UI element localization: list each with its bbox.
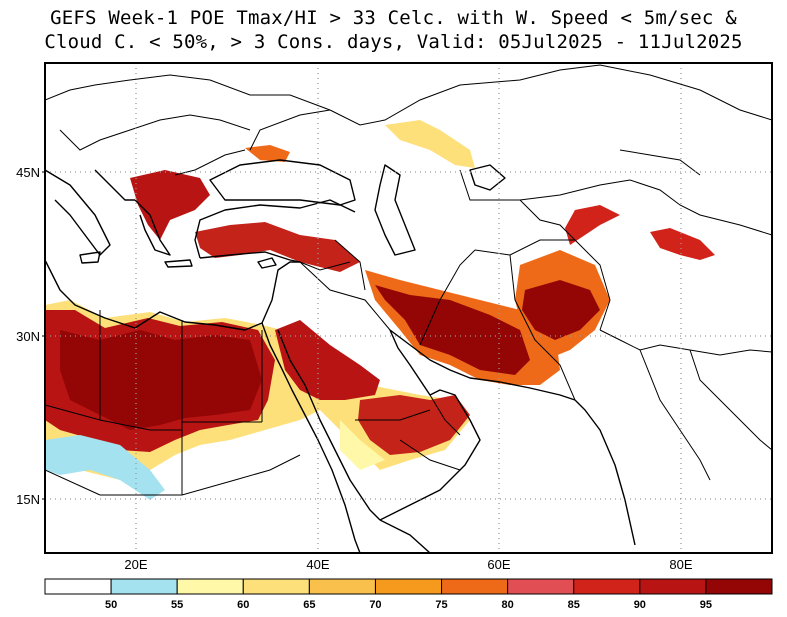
title-line-2: Cloud C. < 50%, > 3 Cons. days, Valid: 0… — [44, 31, 743, 53]
colorbar-swatch — [44, 578, 112, 595]
map-frame — [44, 62, 773, 554]
colorbar-swatch — [705, 578, 773, 595]
colorbar-swatch — [639, 578, 707, 595]
y-tick-label: 15N — [16, 492, 40, 507]
colorbar-label: 55 — [171, 599, 183, 611]
colorbar: 50 55 60 65 70 75 80 85 90 95 — [44, 578, 773, 611]
gridlines — [45, 63, 772, 553]
colorbar-swatch — [242, 578, 310, 595]
region-balkans — [130, 170, 210, 240]
colorbar-swatch — [507, 578, 575, 595]
y-axis: 45N 30N 15N — [16, 165, 45, 507]
colorbar-label: 50 — [105, 599, 117, 611]
region-arabia-south — [358, 395, 470, 455]
region-afpak — [522, 280, 600, 340]
colorbar-label: 65 — [303, 599, 315, 611]
colorbar-label: 60 — [237, 599, 249, 611]
colorbar-swatch — [374, 578, 443, 595]
colorbar-label: 80 — [502, 599, 514, 611]
x-tick-label: 80E — [669, 557, 692, 572]
colorbar-swatch — [308, 578, 376, 595]
colorbar-swatch — [110, 578, 178, 595]
poe-shading — [45, 120, 715, 500]
region-sudan-halo — [45, 435, 165, 500]
region-iran — [375, 285, 530, 375]
colorbar-label: 75 — [435, 599, 447, 611]
region-black-sea — [245, 145, 290, 162]
colorbar-label: 95 — [700, 599, 712, 611]
coastlines — [45, 159, 636, 553]
colorbar-swatch — [573, 578, 641, 595]
map-area — [45, 63, 772, 553]
region-ferghana — [565, 205, 620, 245]
y-tick-label: 45N — [16, 165, 40, 180]
colorbar-swatch — [441, 578, 509, 595]
colorbar-label: 90 — [634, 599, 646, 611]
region-kazakh-halo — [385, 120, 475, 168]
x-axis: 20E 40E 60E 80E — [124, 557, 692, 572]
region-turkey — [195, 222, 360, 272]
title-line-1: GEFS Week-1 POE Tmax/HI > 33 Celc. with … — [50, 7, 737, 29]
colorbar-label: 85 — [568, 599, 580, 611]
x-tick-label: 40E — [306, 557, 329, 572]
x-tick-label: 20E — [124, 557, 147, 572]
colorbar-swatch — [176, 578, 244, 595]
region-yemen-halo — [340, 420, 385, 470]
x-tick-label: 60E — [487, 557, 510, 572]
region-sahara-dark — [60, 330, 262, 430]
y-tick-label: 30N — [16, 329, 40, 344]
borders — [45, 64, 772, 496]
region-tarim — [650, 228, 715, 260]
colorbar-label: 70 — [369, 599, 381, 611]
